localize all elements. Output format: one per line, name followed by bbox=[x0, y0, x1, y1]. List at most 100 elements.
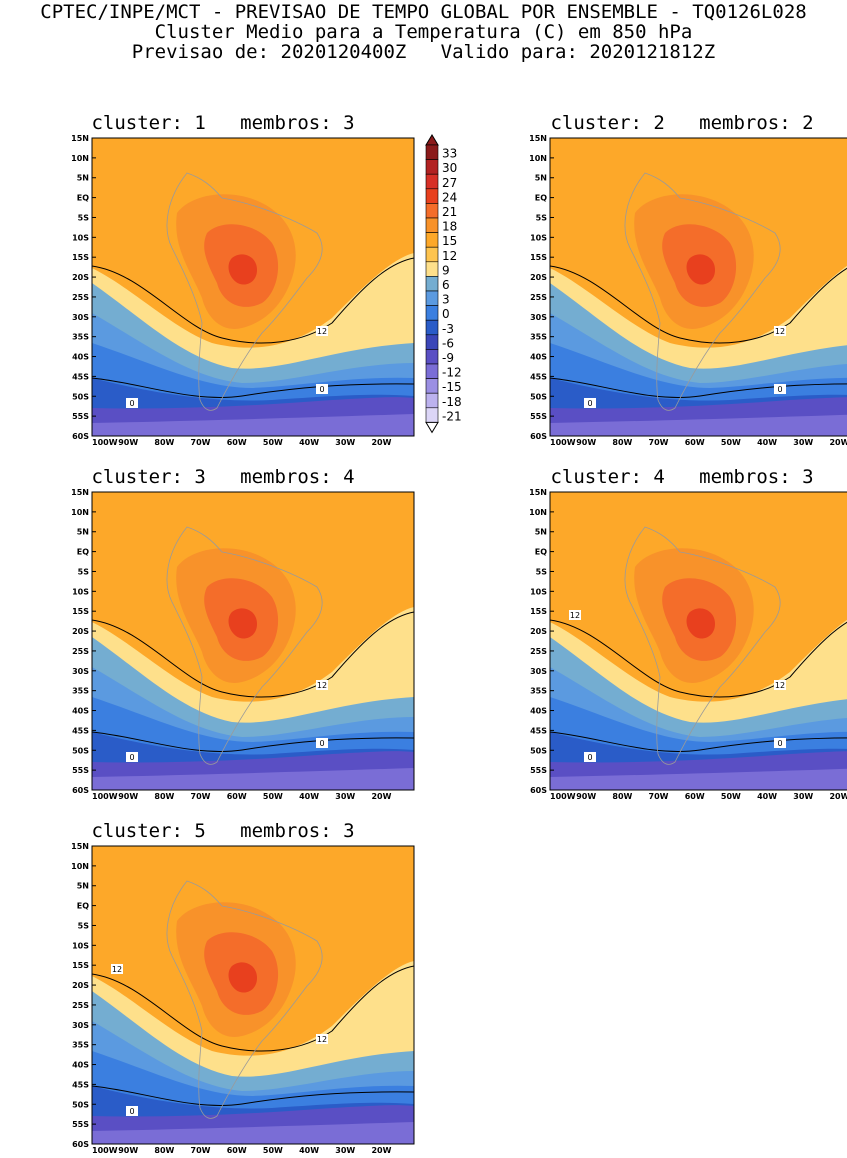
contour-12 bbox=[549, 619, 847, 698]
cluster-1-map: 12 0 0 15N 10N 5N EQ 5S 10S 15S 20S 25S 30S 35S 40S 45S… bbox=[62, 134, 415, 447]
colorbar-swatch bbox=[425, 305, 439, 321]
contour-12-label: 12 bbox=[775, 327, 785, 336]
colorbar-label: 21 bbox=[442, 205, 457, 219]
contour-0-label: 0 bbox=[129, 1107, 134, 1116]
contour-12 bbox=[91, 257, 415, 344]
lat-label: 60S bbox=[72, 786, 89, 795]
lat-label: 30S bbox=[72, 667, 89, 676]
lat-label: 40S bbox=[72, 353, 89, 362]
lat-label: 60S bbox=[530, 432, 547, 441]
panel-2-title: cluster: 2 membros: 2 bbox=[550, 112, 814, 134]
lat-label: 35S bbox=[72, 687, 89, 696]
lat-label: 10N bbox=[71, 862, 89, 871]
lon-label: 50W bbox=[263, 792, 283, 801]
contour-0-label: 0 bbox=[129, 399, 134, 408]
map-svg: 12 12 0 15N 10N 5N EQ 5S 10S 15S 20S 25S 30S 35S 40S 45… bbox=[71, 842, 415, 1155]
lat-label: 5N bbox=[77, 882, 89, 891]
map-svg: 12 0 0 15N 10N 5N EQ 5S 10S 15S 20S 25S 30S 35S 40S 45S… bbox=[529, 134, 847, 447]
contour-0 bbox=[91, 1085, 415, 1106]
contour-0-label-2-bg bbox=[316, 738, 328, 748]
lat-label: 60S bbox=[72, 432, 89, 441]
colorbar-label: -3 bbox=[442, 322, 454, 336]
lon-label: 30W bbox=[793, 792, 813, 801]
lat-label: 5S bbox=[78, 567, 90, 576]
contour-0-label-2-bg bbox=[316, 384, 328, 394]
lat-label: EQ bbox=[77, 902, 89, 911]
lat-label: 55S bbox=[530, 766, 547, 775]
colorbar-swatch bbox=[425, 392, 439, 409]
lat-label: 10S bbox=[72, 233, 89, 242]
contour-0-label-bg bbox=[126, 1106, 138, 1116]
lat-label: 10N bbox=[529, 154, 547, 163]
lat-label: 20S bbox=[530, 273, 547, 282]
lat-label: 45S bbox=[72, 726, 89, 735]
contour-12-label: 12 bbox=[317, 681, 327, 690]
lat-label: 40S bbox=[530, 353, 547, 362]
lat-label: 10S bbox=[72, 941, 89, 950]
lat-label: 15S bbox=[72, 607, 89, 616]
lon-label: 70W bbox=[649, 438, 669, 447]
band-neg9-neg6 bbox=[550, 768, 847, 790]
lat-label: 35S bbox=[72, 1041, 89, 1050]
lat-label: 45S bbox=[530, 726, 547, 735]
lat-label: 10S bbox=[530, 233, 547, 242]
band-neg9-neg6 bbox=[92, 768, 414, 790]
colorbar-label: -15 bbox=[442, 380, 462, 394]
colorbar-swatch bbox=[425, 173, 439, 190]
lon-label: 70W bbox=[649, 792, 669, 801]
map-svg: 12 12 0 0 15N 10N 5N EQ 5S 10S 15S 20S 25S 30S 35S 40S 4… bbox=[529, 488, 847, 801]
colorbar-label: 33 bbox=[442, 147, 457, 161]
panel-1-title: cluster: 1 membros: 3 bbox=[91, 112, 355, 134]
lat-label: 20S bbox=[72, 627, 89, 636]
lat-label: 20S bbox=[72, 273, 89, 282]
lat-label: 50S bbox=[72, 392, 89, 401]
lat-label: 25S bbox=[530, 647, 547, 656]
lon-label: 60W bbox=[227, 438, 247, 447]
contour-12-label-bg bbox=[774, 326, 786, 336]
lat-label: 15S bbox=[72, 253, 89, 262]
lon-label: 50W bbox=[263, 438, 283, 447]
lat-label: EQ bbox=[535, 194, 547, 203]
lat-label: 10N bbox=[71, 508, 89, 517]
colorbar-swatch bbox=[425, 246, 439, 263]
cluster-2-map: 12 0 0 15N 10N 5N EQ 5S 10S 15S 20S 25S 30S 35S 40S 45S… bbox=[520, 134, 847, 447]
cluster-5-map: 12 12 0 15N 10N 5N EQ 5S 10S 15S 20S 25S 30S 35S 40S 45… bbox=[62, 842, 415, 1155]
colorbar-label: -21 bbox=[442, 409, 462, 423]
map-frame bbox=[91, 137, 415, 437]
map-title-line-2: Cluster Medio para a Temperatura (C) em … bbox=[154, 21, 693, 43]
lon-label: 60W bbox=[685, 792, 705, 801]
lon-label: 20W bbox=[371, 792, 391, 801]
lon-label: 40W bbox=[299, 1146, 319, 1155]
lat-label: 10N bbox=[529, 508, 547, 517]
contour-0-label-2-bg bbox=[774, 384, 786, 394]
colorbar-swatch bbox=[425, 378, 439, 394]
band-24-27 bbox=[228, 254, 257, 285]
lon-label: 70W bbox=[191, 438, 211, 447]
lat-label: 25S bbox=[530, 293, 547, 302]
contour-12 bbox=[91, 611, 415, 698]
cluster-4-map: 12 12 0 0 15N 10N 5N EQ 5S 10S 15S 20S 25S 30S 35S 40S 4… bbox=[520, 488, 847, 801]
lon-label: 80W bbox=[612, 792, 632, 801]
lat-label: 60S bbox=[72, 1140, 89, 1149]
lat-label: 40S bbox=[72, 1061, 89, 1070]
band-neg9-neg6 bbox=[92, 414, 414, 436]
lon-label: 40W bbox=[299, 438, 319, 447]
south-america-coastline bbox=[166, 172, 323, 411]
contour-0-label-2: 0 bbox=[777, 385, 782, 394]
panel-5-title: cluster: 5 membros: 3 bbox=[91, 820, 355, 842]
lat-label: 25S bbox=[72, 647, 89, 656]
lon-label: 60W bbox=[227, 1146, 247, 1155]
lat-label: 25S bbox=[72, 1001, 89, 1010]
lat-label: 15S bbox=[530, 253, 547, 262]
lat-label: 5S bbox=[78, 213, 90, 222]
colorbar-label: 15 bbox=[442, 234, 457, 248]
colorbar-swatch bbox=[425, 188, 439, 204]
lat-label: 15S bbox=[530, 607, 547, 616]
contour-12-label-bg bbox=[316, 680, 328, 690]
colorbar-label: -9 bbox=[442, 351, 454, 365]
lon-label: 90W bbox=[118, 792, 138, 801]
lon-label: 70W bbox=[191, 1146, 211, 1155]
contour-0 bbox=[549, 731, 847, 752]
colorbar-swatch bbox=[425, 407, 439, 423]
contour-12 bbox=[91, 965, 415, 1052]
